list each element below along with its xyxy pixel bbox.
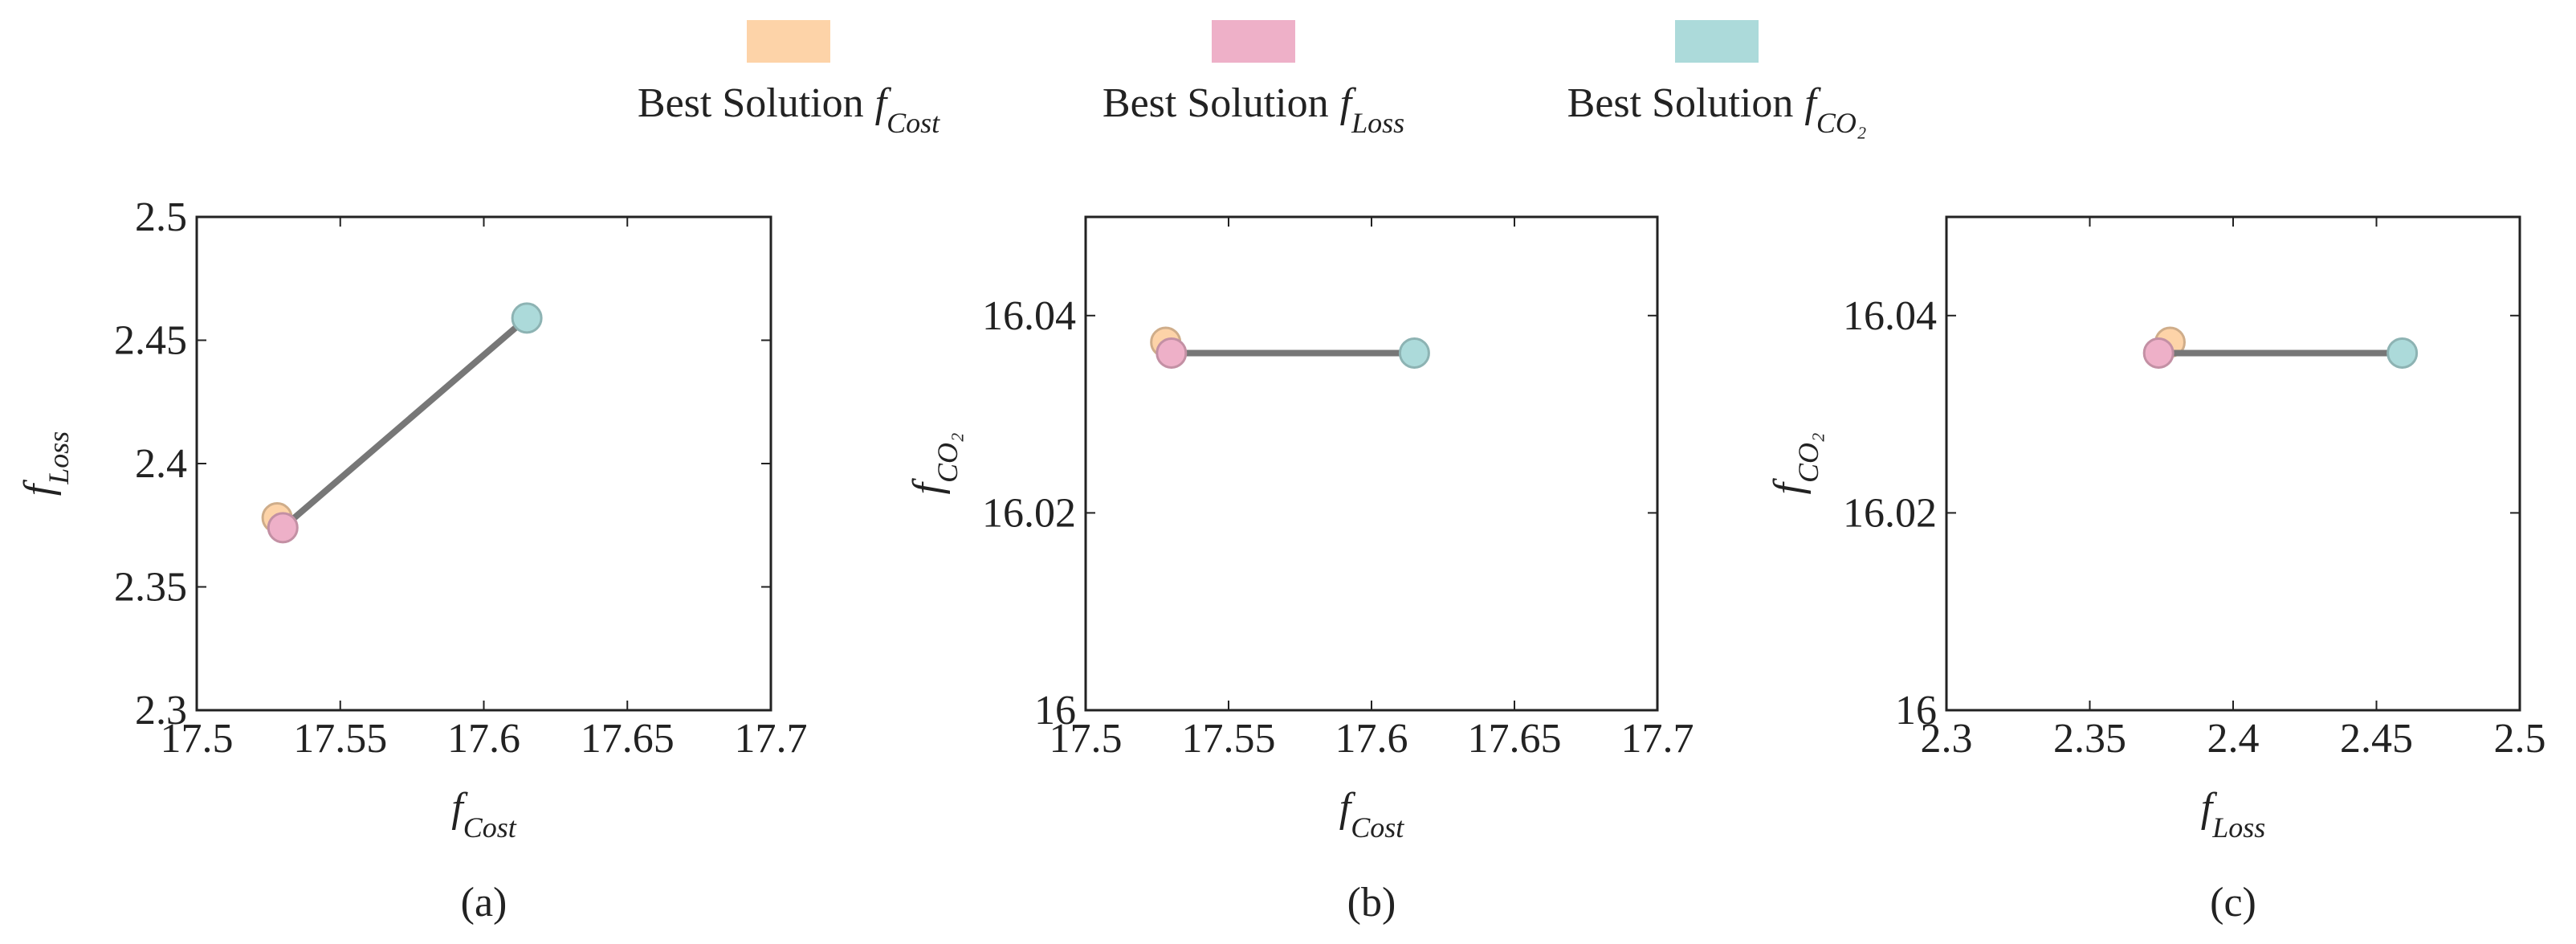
- point: [2142, 337, 2175, 369]
- legend-label: Best Solution: [1567, 80, 1794, 126]
- subscript: Loss: [2211, 811, 2265, 844]
- legend-swatch: [747, 20, 830, 63]
- x-tick-label: 17.7: [735, 716, 808, 762]
- y-tick-label: 16: [1034, 688, 1076, 734]
- legend-label: Best Solution: [1103, 80, 1329, 126]
- point: [1398, 337, 1430, 369]
- x-tick-label: 17.55: [1182, 716, 1276, 762]
- y-tick-label: 2.35: [114, 565, 187, 611]
- subplot: 17.5 17.55 17.6 17.65 17.7 2.3 2.35 2.4 2.45 2.5 f…: [16, 194, 808, 926]
- y-tick-label: 16.02: [1843, 490, 1937, 536]
- symbol-text: fCO₂: [1766, 433, 1824, 495]
- x-tick-label: 17.7: [1621, 716, 1694, 762]
- connector-line: [280, 315, 529, 530]
- y-tick-label: 16: [1895, 688, 1937, 734]
- legend-swatch: [1212, 20, 1295, 63]
- x-tick-label: 17.5: [1050, 716, 1123, 762]
- legend-label: Best Solution: [638, 80, 864, 126]
- subplot: 2.3 2.35 2.4 2.45 2.5 16 16.02 16.04 fLoss fCO₂ (c…: [1766, 215, 2546, 926]
- x-tick-label: 2.3: [1921, 716, 1973, 762]
- symbol-text: fCost: [451, 785, 516, 844]
- x-tick-label: 2.5: [2494, 716, 2546, 762]
- point: [511, 302, 543, 334]
- y-tick-label: 16.04: [1843, 293, 1937, 339]
- plot-frame: [195, 215, 772, 712]
- x-tick-label: 2.35: [2053, 716, 2126, 762]
- subscript: Loss: [1351, 107, 1404, 139]
- y-tick-label: 16.04: [982, 293, 1076, 339]
- point: [2386, 337, 2419, 369]
- x-tick-label: 17.65: [1468, 716, 1562, 762]
- point: [267, 512, 299, 544]
- symbol-text: fLoss: [16, 431, 75, 497]
- subscript: CO₂: [1816, 107, 1867, 139]
- x-tick-label: 17.6: [1335, 716, 1408, 762]
- subscript: Cost: [1351, 811, 1404, 844]
- subscript: CO₂: [931, 433, 964, 484]
- subscript: CO₂: [1792, 433, 1824, 484]
- symbol-text: fLoss: [2201, 785, 2266, 844]
- y-tick-label: 2.3: [135, 688, 187, 734]
- symbol-text: Best Solution fLoss: [1103, 80, 1404, 139]
- x-tick-label: 17.5: [161, 716, 234, 762]
- subscript: Loss: [43, 431, 75, 485]
- plot-frame: [1084, 215, 1659, 712]
- subscript: Cost: [887, 107, 940, 139]
- x-tick-label: 2.4: [2207, 716, 2260, 762]
- y-tick-label: 2.4: [135, 441, 187, 487]
- legend-swatch: [1675, 20, 1759, 63]
- caption: (b): [1347, 880, 1396, 926]
- symbol-text: Best Solution fCost: [638, 80, 940, 139]
- caption: (a): [461, 880, 507, 926]
- symbol-text: fCO₂: [905, 433, 964, 495]
- plot-frame: [1945, 215, 2521, 712]
- y-tick-label: 2.5: [135, 194, 187, 240]
- x-tick-label: 17.65: [581, 716, 675, 762]
- point: [1156, 337, 1188, 369]
- symbol-text: Best Solution fCO₂: [1567, 80, 1867, 139]
- y-tick-label: 2.45: [114, 318, 187, 364]
- x-tick-label: 2.45: [2340, 716, 2413, 762]
- y-tick-label: 16.02: [982, 490, 1076, 536]
- x-tick-label: 17.55: [293, 716, 387, 762]
- x-tick-label: 17.6: [447, 716, 520, 762]
- symbol-text: fCost: [1339, 785, 1404, 844]
- caption: (c): [2210, 880, 2256, 926]
- subscript: Cost: [463, 811, 517, 844]
- subplot: 17.5 17.55 17.6 17.65 17.7 16 16.02 16.04 fCost f…: [905, 215, 1694, 926]
